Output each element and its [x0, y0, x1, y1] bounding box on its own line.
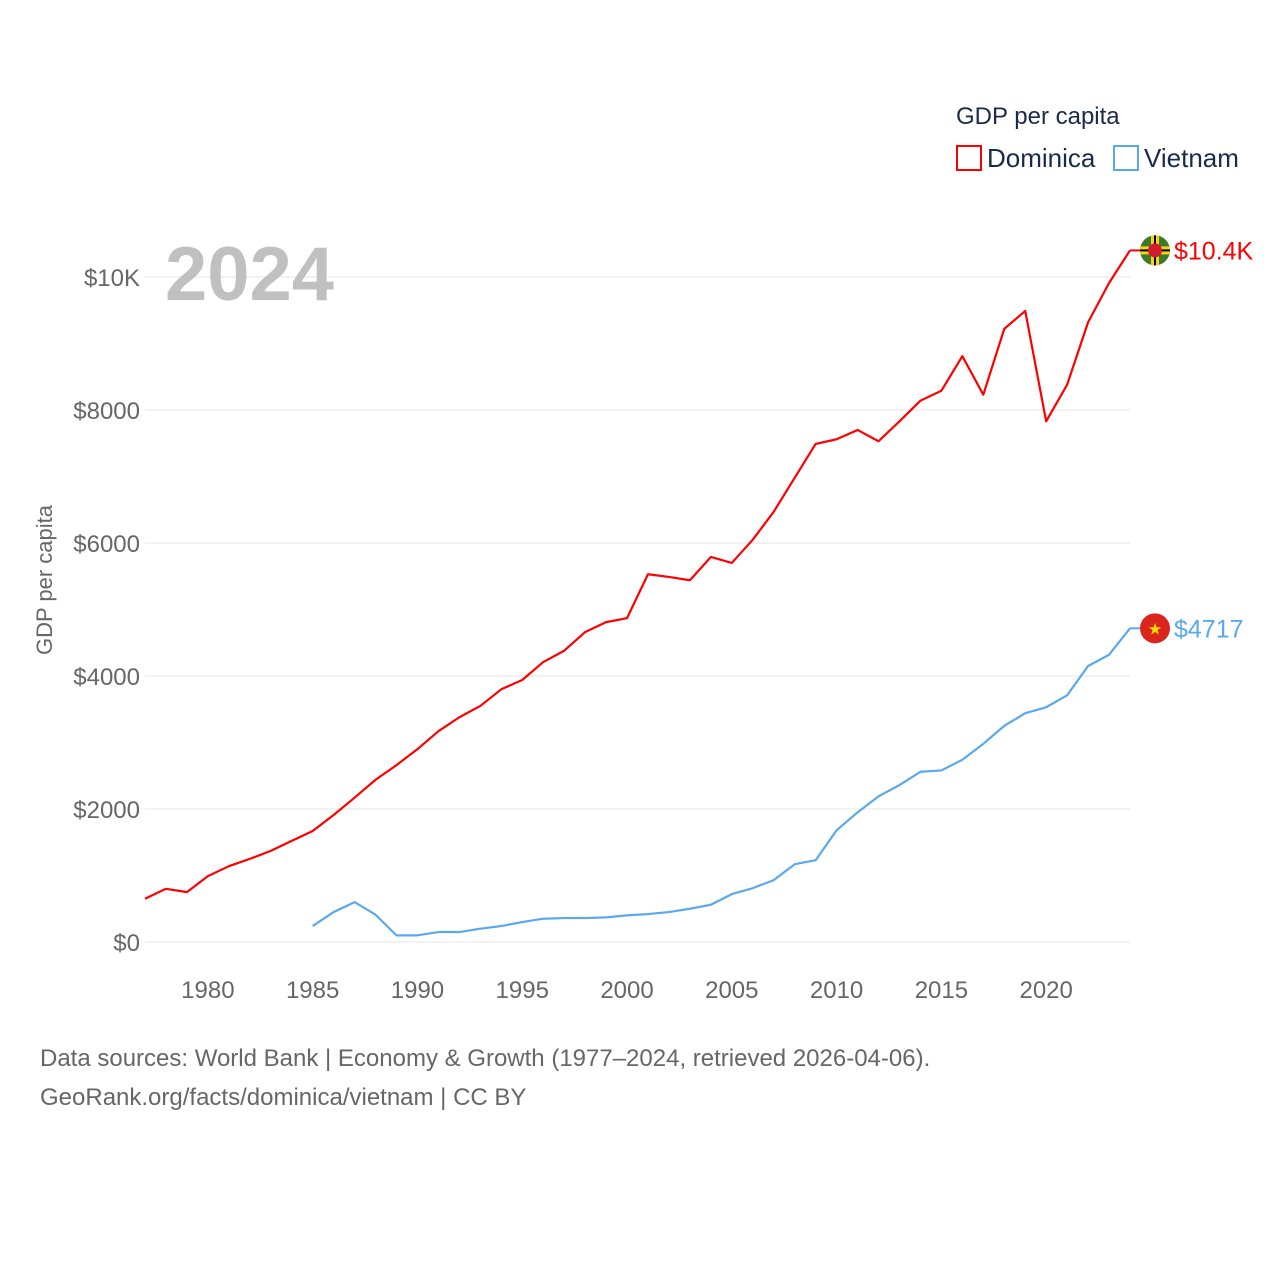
series-line-dominica [144, 249, 1131, 900]
y-tick-label: $10K [84, 265, 140, 292]
legend-swatch [1113, 145, 1139, 171]
year-title: 2024 [165, 232, 334, 317]
x-tick-label: 1985 [286, 977, 339, 1004]
legend-item-dominica: Dominica [987, 143, 1096, 173]
x-tick-label: 1980 [181, 977, 234, 1004]
x-tick-label: 1990 [391, 977, 444, 1004]
line-chart: $0 $2000 $4000 $6000 $8000 $10K 1980 1985 1990 19… [32, 103, 1254, 1004]
legend-title: GDP per capita [956, 103, 1120, 130]
end-value-label: $4717 [1174, 615, 1244, 643]
vietnam-flag-icon [1140, 613, 1170, 644]
x-tick-label: 2000 [600, 977, 653, 1004]
x-tick-label: 2020 [1019, 977, 1072, 1004]
source-link[interactable]: GeoRank.org/facts/dominica/vietnam | CC … [40, 1084, 527, 1111]
y-axis-label: GDP per capita [32, 504, 57, 655]
source-note: Data sources: World Bank | Economy & Gro… [40, 1045, 931, 1072]
x-tick-label: 1995 [496, 977, 549, 1004]
flag-star: ★ [1148, 621, 1162, 638]
x-tick-label: 2005 [705, 977, 758, 1004]
x-tick-label: 2015 [915, 977, 968, 1004]
y-tick-label: $0 [113, 930, 140, 957]
y-tick-label: $8000 [73, 398, 140, 425]
legend-swatch [956, 145, 982, 171]
y-tick-label: $2000 [73, 797, 140, 824]
y-tick-label: $6000 [73, 531, 140, 558]
y-tick-label: $4000 [73, 664, 140, 691]
series-line-vietnam [312, 627, 1131, 937]
legend-item-vietnam: Vietnam [1144, 143, 1239, 173]
x-tick-label: 2010 [810, 977, 863, 1004]
flag-disc [1148, 243, 1162, 258]
end-value-label: $10.4K [1174, 237, 1254, 265]
